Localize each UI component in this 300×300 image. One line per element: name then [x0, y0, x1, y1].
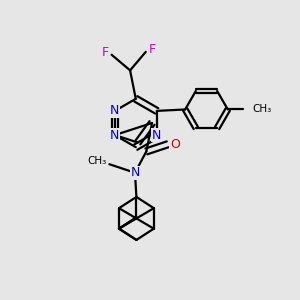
Text: N: N: [152, 129, 161, 142]
Text: F: F: [102, 46, 109, 59]
Text: F: F: [148, 43, 156, 56]
Text: N: N: [110, 104, 119, 117]
Text: O: O: [170, 138, 180, 151]
Text: CH₃: CH₃: [87, 156, 106, 167]
Text: CH₃: CH₃: [252, 104, 271, 115]
Text: N: N: [110, 129, 119, 142]
Text: N: N: [130, 166, 140, 179]
